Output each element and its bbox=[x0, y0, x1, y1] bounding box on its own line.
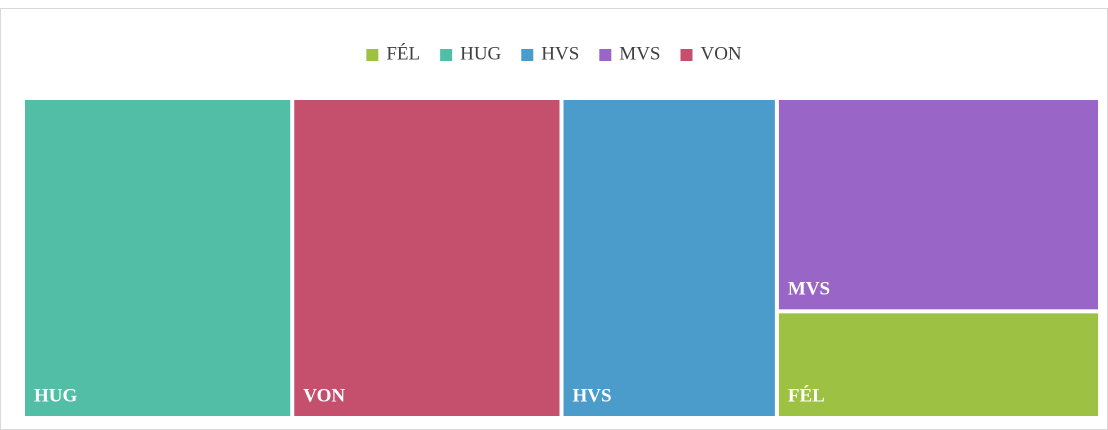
legend-swatch bbox=[521, 49, 534, 61]
legend-swatch bbox=[366, 49, 379, 61]
legend-label: FÉL bbox=[386, 42, 420, 64]
tile bbox=[778, 313, 1098, 416]
legend-label: MVS bbox=[619, 43, 660, 64]
legend-label: HUG bbox=[460, 43, 501, 64]
tile-label: MVS bbox=[788, 279, 830, 300]
tile-label: HVS bbox=[573, 385, 612, 406]
legend-label: VON bbox=[700, 43, 741, 64]
legend-swatch bbox=[440, 49, 453, 61]
legend-swatch bbox=[599, 49, 612, 61]
legend-label: HVS bbox=[541, 43, 579, 64]
legend-swatch bbox=[680, 49, 693, 61]
tile-label: FÉL bbox=[788, 384, 825, 406]
tile-label: VON bbox=[303, 385, 345, 406]
tile bbox=[294, 100, 560, 416]
tile bbox=[563, 100, 775, 416]
tile-label: HUG bbox=[34, 385, 78, 406]
tile bbox=[25, 100, 291, 416]
tile bbox=[778, 100, 1098, 310]
